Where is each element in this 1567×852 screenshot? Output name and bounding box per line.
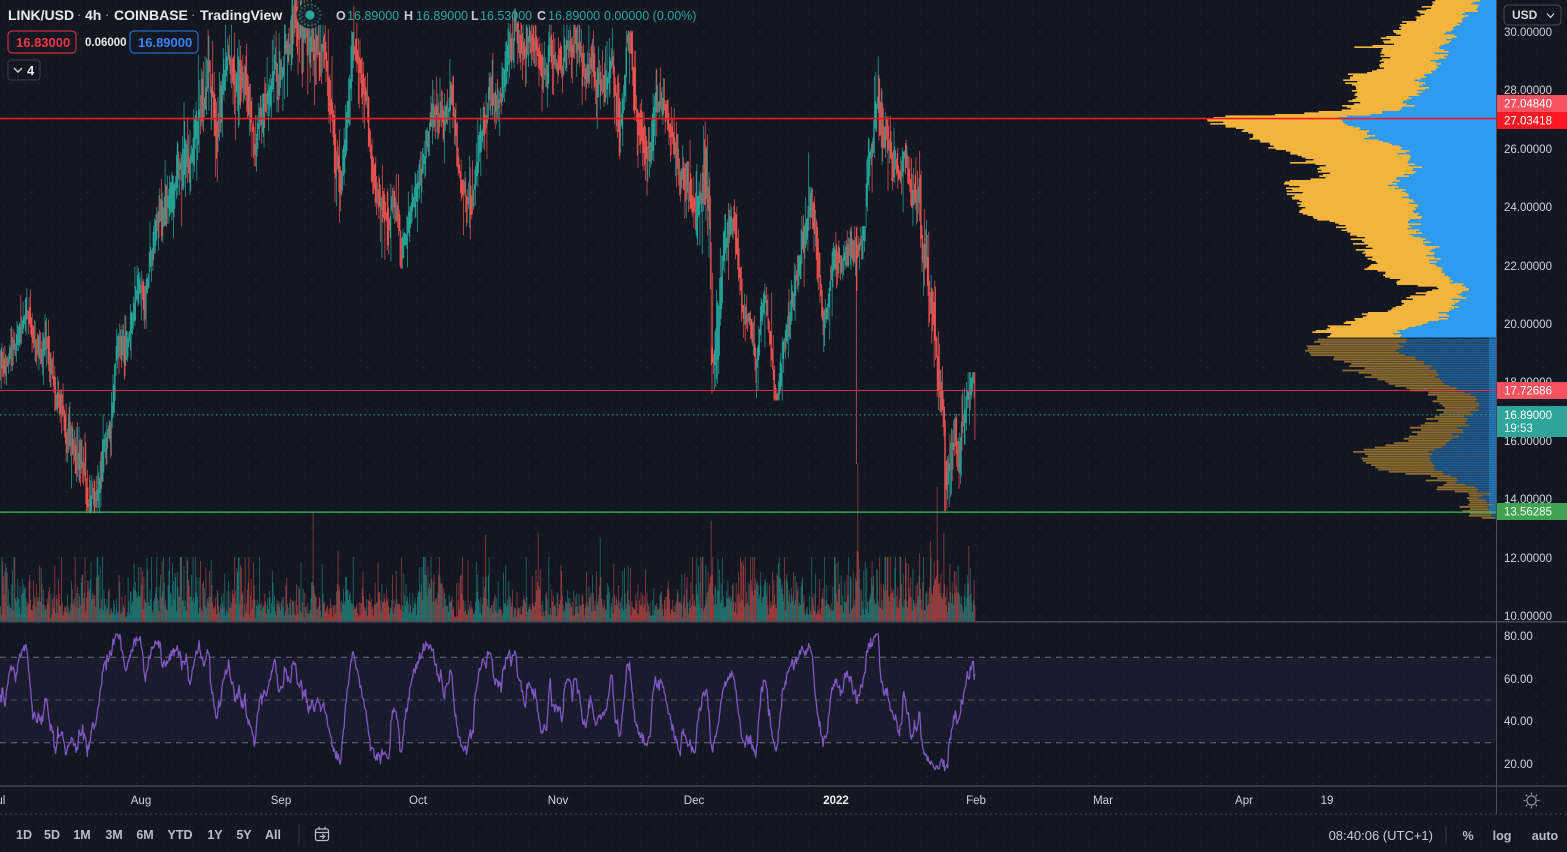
svg-text:Oct: Oct (409, 795, 428, 807)
svg-text:1M: 1M (73, 828, 90, 842)
svg-text:·: · (77, 7, 81, 22)
svg-text:·: · (191, 7, 195, 22)
svg-text:16.83000: 16.83000 (16, 35, 70, 50)
svg-text:6M: 6M (136, 828, 153, 842)
svg-text:Nov: Nov (548, 795, 569, 807)
svg-text:USD: USD (1512, 8, 1538, 22)
svg-text:60.00: 60.00 (1504, 674, 1533, 686)
svg-text:16.53000: 16.53000 (480, 9, 532, 23)
svg-text:16.89000: 16.89000 (1504, 410, 1552, 422)
svg-text:16.89000: 16.89000 (416, 9, 468, 23)
svg-text:20.00: 20.00 (1504, 759, 1533, 771)
svg-text:16.89000: 16.89000 (548, 9, 600, 23)
svg-text:16.00000: 16.00000 (1504, 436, 1552, 448)
svg-text:L: L (471, 9, 479, 23)
svg-text:O: O (336, 9, 346, 23)
svg-text:H: H (404, 9, 413, 23)
svg-text:TradingView: TradingView (200, 7, 282, 23)
svg-text:%: % (1462, 829, 1473, 843)
svg-text:1Y: 1Y (207, 828, 223, 842)
svg-text:28.00000: 28.00000 (1504, 85, 1552, 97)
svg-text:30.00000: 30.00000 (1504, 27, 1552, 39)
svg-text:26.00000: 26.00000 (1504, 144, 1552, 156)
svg-text:Apr: Apr (1235, 795, 1253, 807)
svg-text:0.00000 (0.00%): 0.00000 (0.00%) (604, 9, 696, 23)
svg-text:0.06000: 0.06000 (85, 37, 127, 49)
svg-text:12.00000: 12.00000 (1504, 553, 1552, 565)
svg-text:40.00: 40.00 (1504, 716, 1533, 728)
svg-text:80.00: 80.00 (1504, 631, 1533, 643)
svg-text:1D: 1D (16, 828, 32, 842)
svg-text:5Y: 5Y (236, 828, 252, 842)
svg-text:16.89000: 16.89000 (138, 35, 192, 50)
svg-text:Dec: Dec (684, 795, 705, 807)
svg-text:13.56285: 13.56285 (1504, 507, 1552, 519)
svg-text:19: 19 (1321, 795, 1334, 807)
svg-text:27.03418: 27.03418 (1504, 116, 1552, 128)
svg-text:24.00000: 24.00000 (1504, 202, 1552, 214)
svg-text:All: All (265, 828, 281, 842)
svg-text:YTD: YTD (168, 828, 193, 842)
svg-text:Feb: Feb (966, 795, 986, 807)
svg-text:27.04840: 27.04840 (1504, 99, 1552, 111)
svg-text:19:53: 19:53 (1504, 423, 1533, 435)
svg-text:Sep: Sep (271, 795, 291, 807)
svg-text:·: · (105, 7, 109, 22)
svg-text:C: C (537, 9, 546, 23)
svg-text:4h: 4h (85, 7, 101, 23)
svg-text:LINK/USD: LINK/USD (8, 7, 74, 23)
svg-text:auto: auto (1532, 829, 1559, 843)
svg-text:16.89000: 16.89000 (347, 9, 399, 23)
svg-text:COINBASE: COINBASE (114, 7, 188, 23)
svg-text:17.72686: 17.72686 (1504, 386, 1552, 398)
svg-text:log: log (1493, 829, 1512, 843)
svg-text:2022: 2022 (823, 795, 849, 807)
svg-text:10.00000: 10.00000 (1504, 611, 1552, 623)
svg-text:Aug: Aug (131, 795, 151, 807)
svg-text:Mar: Mar (1093, 795, 1113, 807)
svg-text:Jul: Jul (0, 795, 5, 807)
svg-text:4: 4 (27, 63, 35, 78)
svg-text:3M: 3M (105, 828, 122, 842)
svg-text:08:40:06 (UTC+1): 08:40:06 (UTC+1) (1329, 828, 1433, 843)
svg-text:22.00000: 22.00000 (1504, 261, 1552, 273)
svg-text:5D: 5D (44, 828, 60, 842)
svg-text:20.00000: 20.00000 (1504, 319, 1552, 331)
